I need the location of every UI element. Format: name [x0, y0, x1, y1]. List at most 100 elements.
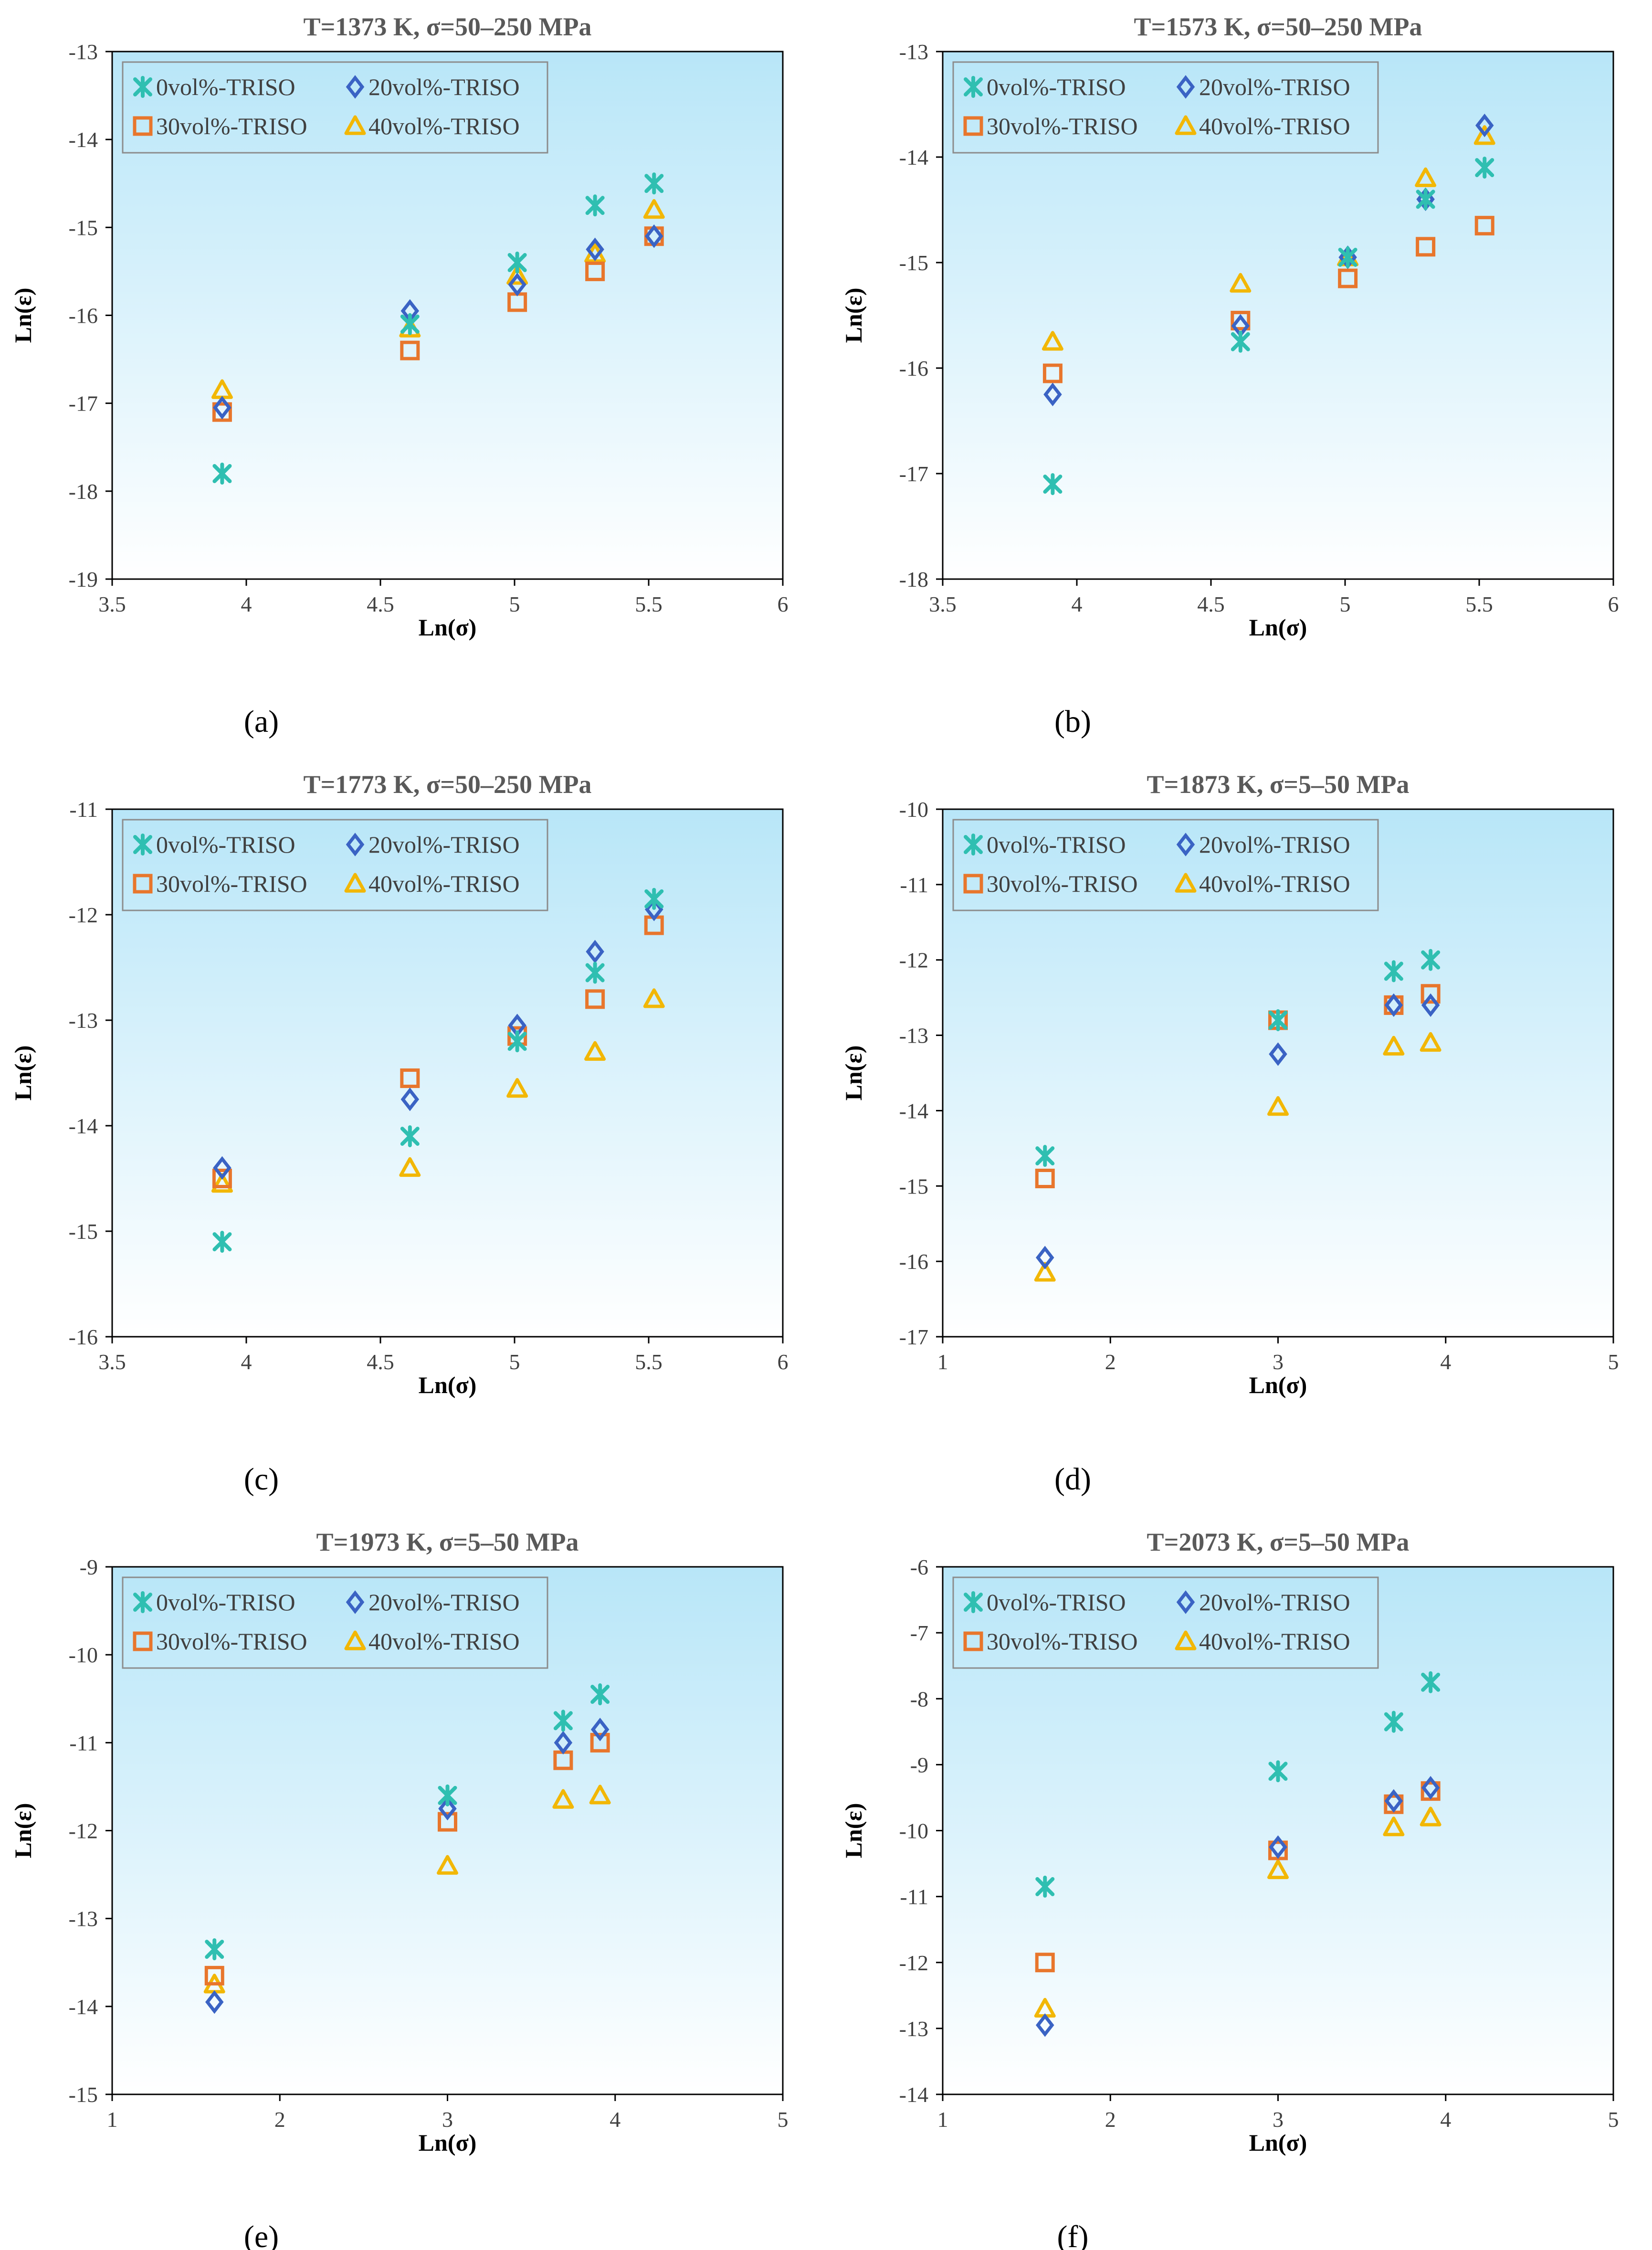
data-point-30vol — [1042, 363, 1063, 383]
y-tick-label: -13 — [69, 1008, 98, 1033]
panel-label: (d) — [1054, 1462, 1091, 1497]
data-point-40vol — [506, 1078, 528, 1098]
data-point-0vol — [585, 194, 605, 217]
legend-box — [122, 1576, 548, 1669]
x-tick-label: 6 — [778, 1350, 789, 1374]
x-tick-label: 5 — [1608, 2107, 1619, 2132]
y-tick-label: -16 — [899, 356, 928, 380]
y-tick-label: -19 — [69, 567, 98, 592]
chart-panel-e: T=1973 K, σ=5–50 MPa 1 2 3 4 5 -15 -14 -13 -12 -11… — [10, 1528, 789, 2250]
legend-label-20vol: 20vol%-TRISO — [368, 1589, 520, 1616]
y-tick-label: -16 — [69, 304, 98, 328]
legend-marker-40vol — [1175, 1630, 1197, 1650]
legend-label-40vol: 40vol%-TRISO — [1199, 870, 1350, 897]
plot-area — [942, 808, 1614, 1338]
panel-label: (c) — [244, 1462, 279, 1497]
legend-marker-0vol — [133, 76, 152, 98]
y-tick-label: -10 — [899, 797, 928, 822]
data-point-0vol — [1421, 949, 1441, 971]
legend-label-0vol: 0vol%-TRISO — [156, 74, 295, 100]
legend-label-0vol: 0vol%-TRISO — [987, 1589, 1126, 1616]
data-point-20vol — [213, 1156, 231, 1180]
legend-marker-40vol — [344, 115, 366, 135]
data-point-40vol — [1420, 1032, 1442, 1052]
data-point-30vol — [1416, 237, 1436, 257]
data-point-0vol — [590, 1683, 610, 1706]
y-tick-label: -12 — [69, 903, 98, 927]
y-tick-label: -16 — [899, 1249, 928, 1274]
y-tick-label: -18 — [899, 567, 928, 592]
x-tick-label: 5 — [1608, 1350, 1619, 1374]
y-tick-label: -6 — [910, 1555, 928, 1579]
legend-label-0vol: 0vol%-TRISO — [987, 74, 1126, 100]
x-tick-label: 6 — [778, 592, 789, 616]
data-point-40vol — [211, 1173, 233, 1193]
y-tick-label: -14 — [69, 1114, 98, 1138]
data-point-0vol — [1338, 246, 1357, 268]
panel-label: (b) — [1054, 704, 1091, 739]
y-tick-label: -12 — [899, 1951, 928, 1975]
data-point-30vol — [1231, 311, 1251, 331]
y-axis-label: Ln(ε) — [840, 1803, 867, 1859]
data-point-0vol — [400, 313, 420, 335]
data-point-0vol — [400, 1125, 420, 1148]
x-axis-label: Ln(σ) — [1249, 1372, 1307, 1398]
legend-box — [122, 61, 548, 154]
x-axis-label: Ln(σ) — [1249, 2129, 1307, 2156]
chart-title: T=2073 K, σ=5–50 MPa — [1147, 1528, 1410, 1556]
legend-marker-30vol — [133, 116, 153, 136]
data-point-20vol — [400, 1088, 420, 1111]
data-point-0vol — [1231, 330, 1250, 353]
data-point-20vol — [1036, 1246, 1054, 1269]
data-point-0vol — [644, 887, 664, 910]
legend-marker-0vol — [133, 834, 152, 856]
x-tick-label: 5 — [509, 592, 520, 616]
x-axis-label: Ln(σ) — [419, 1372, 477, 1398]
legend-label-30vol: 30vol%-TRISO — [987, 113, 1138, 139]
x-tick-label: 4.5 — [367, 592, 394, 616]
data-point-0vol — [212, 1231, 232, 1253]
data-point-0vol — [205, 1938, 224, 1961]
y-tick-label: -11 — [69, 1731, 98, 1755]
data-point-20vol — [1269, 1835, 1287, 1859]
x-tick-label: 4 — [241, 1350, 252, 1374]
y-tick-label: -8 — [910, 1687, 928, 1711]
legend-marker-20vol — [346, 1590, 365, 1614]
y-tick-label: -13 — [899, 1024, 928, 1048]
x-tick-label: 3.5 — [98, 1350, 126, 1374]
data-point-0vol — [1384, 960, 1403, 982]
data-point-20vol — [1421, 993, 1440, 1017]
x-tick-label: 4 — [241, 592, 252, 616]
y-tick-label: -11 — [900, 873, 928, 897]
chart-panel-c: T=1773 K, σ=50–250 MPa 3.5 4 4.5 5 5.5 6 -16 -15… — [10, 770, 789, 1497]
data-point-20vol — [1043, 382, 1062, 406]
legend-label-0vol: 0vol%-TRISO — [156, 831, 295, 858]
data-point-40vol — [506, 265, 528, 285]
data-point-20vol — [1384, 993, 1403, 1017]
data-point-20vol — [438, 1796, 457, 1821]
chart-title: T=1573 K, σ=50–250 MPa — [1134, 12, 1422, 41]
data-point-0vol — [553, 1710, 573, 1732]
data-point-30vol — [1035, 1169, 1055, 1188]
data-point-0vol — [644, 172, 664, 195]
y-tick-label: -7 — [910, 1621, 928, 1645]
data-point-0vol — [1035, 1875, 1055, 1898]
chart-title: T=1973 K, σ=5–50 MPa — [316, 1528, 579, 1556]
x-tick-label: 1 — [937, 2107, 948, 2132]
data-point-20vol — [1269, 1042, 1287, 1066]
data-point-30vol — [204, 1965, 224, 1986]
data-point-40vol — [1034, 1262, 1056, 1282]
data-point-0vol — [212, 463, 232, 485]
data-point-40vol — [1383, 1817, 1405, 1837]
data-point-0vol — [1268, 1760, 1288, 1783]
data-point-30vol — [590, 1732, 610, 1753]
legend-label-30vol: 30vol%-TRISO — [156, 113, 307, 139]
data-point-30vol — [400, 1068, 420, 1088]
y-tick-label: -14 — [899, 2082, 928, 2107]
legend-box — [952, 61, 1379, 154]
x-tick-label: 5 — [509, 1350, 520, 1374]
data-point-20vol — [213, 396, 231, 420]
legend-label-40vol: 40vol%-TRISO — [368, 1628, 520, 1655]
legend-label-20vol: 20vol%-TRISO — [1199, 831, 1350, 858]
